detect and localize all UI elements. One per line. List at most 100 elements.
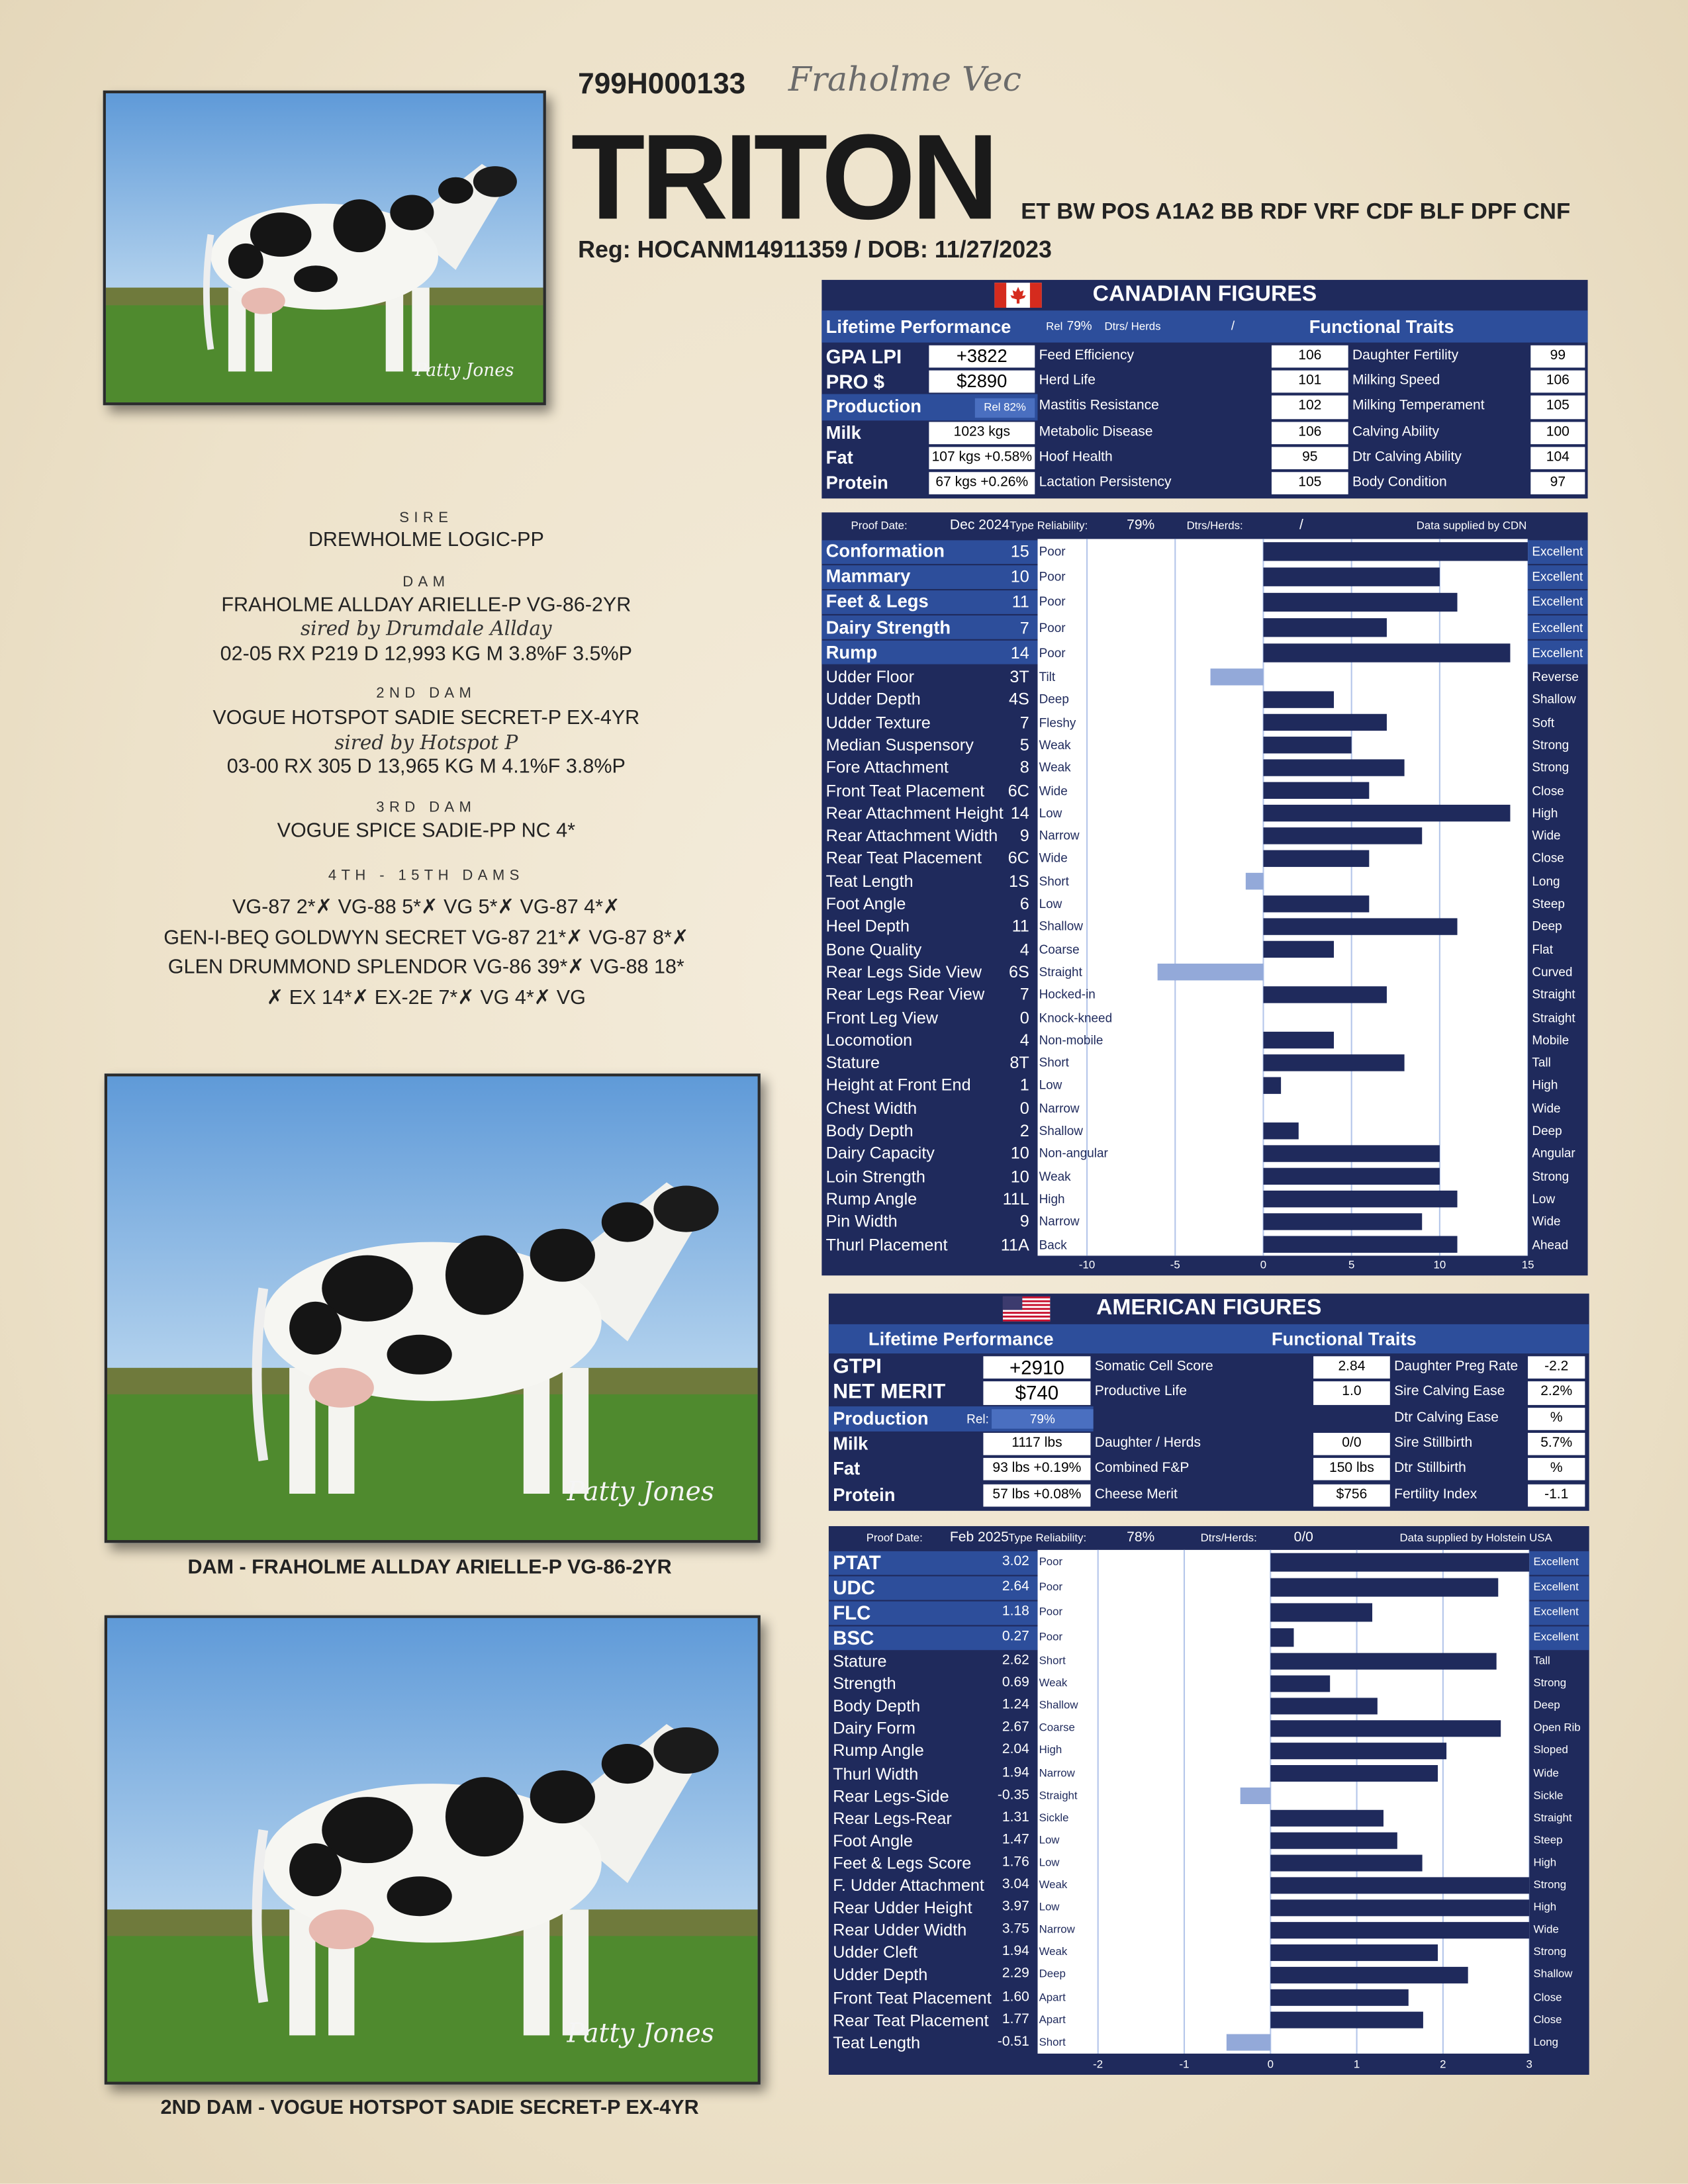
x-tick-label: 15: [1521, 1258, 1534, 1271]
trait-value: 2.67: [1002, 1720, 1029, 1736]
summary-band: [821, 539, 1038, 564]
type-header-proof-date-label: Proof Date:: [866, 1531, 923, 1545]
trait-value: 1: [1019, 1075, 1029, 1095]
functional-value: -1.1: [1528, 1483, 1585, 1507]
trait-high-label: Excellent: [1533, 1555, 1579, 1569]
trait-bar: [1270, 1553, 1530, 1572]
functional-name: Daughter / Herds: [1094, 1435, 1201, 1451]
trait-low-label: Poor: [1039, 1630, 1063, 1643]
trait-low-label: Poor: [1039, 544, 1066, 559]
x-tick-label: -5: [1170, 1258, 1180, 1271]
functional-name: Daughter Fertility: [1352, 348, 1459, 364]
photo: Patty Jones: [103, 90, 546, 406]
trait-name: Rear Legs-Side: [833, 1786, 949, 1806]
trait-value: 3.97: [1002, 1899, 1029, 1915]
trait-high-label: Steep: [1532, 896, 1565, 911]
trait-low-label: Low: [1039, 805, 1062, 820]
trait-name: Rear Teat Placement: [833, 2010, 989, 2030]
production-rel: Rel 82%: [974, 398, 1035, 418]
trait-low-label: Straight: [1039, 964, 1082, 979]
functional-value: 106: [1530, 371, 1585, 394]
trait-name: Udder Depth: [825, 690, 921, 709]
trait-high-label: High: [1533, 1856, 1557, 1869]
trait-high-label: Curved: [1532, 964, 1573, 979]
trait-high-label: Wide: [1532, 1101, 1561, 1115]
trait-high-label: Deep: [1532, 1123, 1562, 1138]
trait-name: Foot Angle: [825, 893, 906, 914]
trait-name: Bone Quality: [825, 939, 922, 959]
summary-band: [1529, 1575, 1589, 1600]
cow: [203, 163, 517, 372]
trait-high-label: High: [1532, 1078, 1558, 1093]
trait-bar: [1263, 1077, 1282, 1094]
trait-value: 14: [1010, 803, 1029, 823]
trait-name: Rear Legs-Rear: [833, 1808, 952, 1828]
summary-band: [828, 1550, 1038, 1574]
functional-name: Milking Temperament: [1352, 398, 1485, 414]
trait-high-label: Soft: [1532, 715, 1555, 729]
x-tick-label: -1: [1179, 2058, 1190, 2071]
functional-value: %: [1528, 1458, 1585, 1481]
photo: Patty Jones: [104, 1073, 761, 1543]
trait-value: 0.27: [1002, 1629, 1029, 1645]
production-name: Fat: [833, 1458, 861, 1479]
trait-value: 2: [1019, 1120, 1029, 1141]
trait-value: 6C: [1008, 780, 1029, 800]
trait-low-label: Narrow: [1039, 1214, 1080, 1229]
trait-low-label: Poor: [1039, 1605, 1063, 1618]
trait-bar: [1270, 1854, 1423, 1872]
trait-value: 10: [1010, 567, 1029, 587]
production-name: Protein: [825, 472, 888, 493]
pedigree-dams: GLEN DRUMMOND SPLENDOR VG-86 39*✗ VG-88 …: [167, 956, 684, 979]
trait-low-label: Shallow: [1039, 1123, 1083, 1138]
summary-trait-name: Feet & Legs: [825, 590, 929, 612]
functional-value: 2.84: [1313, 1356, 1390, 1379]
x-tick-label: -10: [1078, 1258, 1096, 1271]
trait-bar: [1263, 782, 1370, 799]
trait-name: Rear Legs Side View: [825, 962, 982, 982]
canada-flag: [994, 283, 1042, 308]
cow-spot: [250, 212, 312, 257]
trait-name: Teat Length: [833, 2032, 921, 2052]
type-header-reliability: 78%: [1127, 1530, 1155, 1546]
trait-name: Rear Legs Rear View: [825, 984, 985, 1005]
functional-name: Cheese Merit: [1094, 1486, 1178, 1502]
cow-spot: [445, 1235, 524, 1315]
x-tick-label: 0: [1260, 1258, 1267, 1271]
trait-high-label: Flat: [1532, 942, 1553, 956]
production-value: 67 kgs +0.26%: [929, 472, 1035, 495]
functional-value: -2.2: [1528, 1356, 1585, 1379]
cow-spot: [601, 1744, 654, 1784]
trait-bar: [1270, 1628, 1294, 1647]
trait-value: 2.04: [1002, 1742, 1029, 1758]
functional-value: 1.0: [1313, 1381, 1390, 1405]
trait-high-label: Sickle: [1533, 1788, 1564, 1801]
catalog-code: 799H000133: [578, 68, 746, 101]
trait-value: 10: [1010, 1144, 1029, 1163]
trait-value: 1.60: [1002, 1989, 1029, 2005]
functional-name: Somatic Cell Score: [1094, 1359, 1213, 1375]
trait-value: 3.02: [1002, 1554, 1029, 1570]
x-tick-label: -2: [1093, 2058, 1103, 2071]
trait-bar: [1263, 918, 1458, 935]
cow-head: [473, 166, 517, 197]
trait-value: 1.18: [1002, 1604, 1029, 1619]
trait-value: 0.69: [1002, 1675, 1029, 1691]
dtrs-herds-value: /: [1231, 318, 1235, 333]
x-tick-label: 0: [1267, 2058, 1274, 2071]
pedigree-record: 03-00 RX 305 D 13,965 KG M 4.1%F 3.8%P: [226, 756, 626, 779]
trait-bar: [1270, 1720, 1501, 1737]
cow-spot: [289, 1301, 342, 1355]
header-band: [828, 1324, 1589, 1354]
production-name: Milk: [825, 421, 861, 443]
trait-high-label: Strong: [1533, 1945, 1567, 1958]
trait-value: 8T: [1009, 1052, 1029, 1073]
trait-low-label: Short: [1039, 1654, 1066, 1667]
trait-low-label: Low: [1039, 1833, 1060, 1846]
trait-low-label: Poor: [1039, 645, 1066, 660]
index-value: +3822: [929, 345, 1035, 368]
type-header-dtrs-herds-label: Dtrs/Herds:: [1186, 519, 1243, 532]
dtrs-herds-label: Dtrs/ Herds: [1104, 320, 1161, 333]
index-name: PRO $: [825, 371, 885, 393]
trait-bar: [1263, 1122, 1299, 1140]
